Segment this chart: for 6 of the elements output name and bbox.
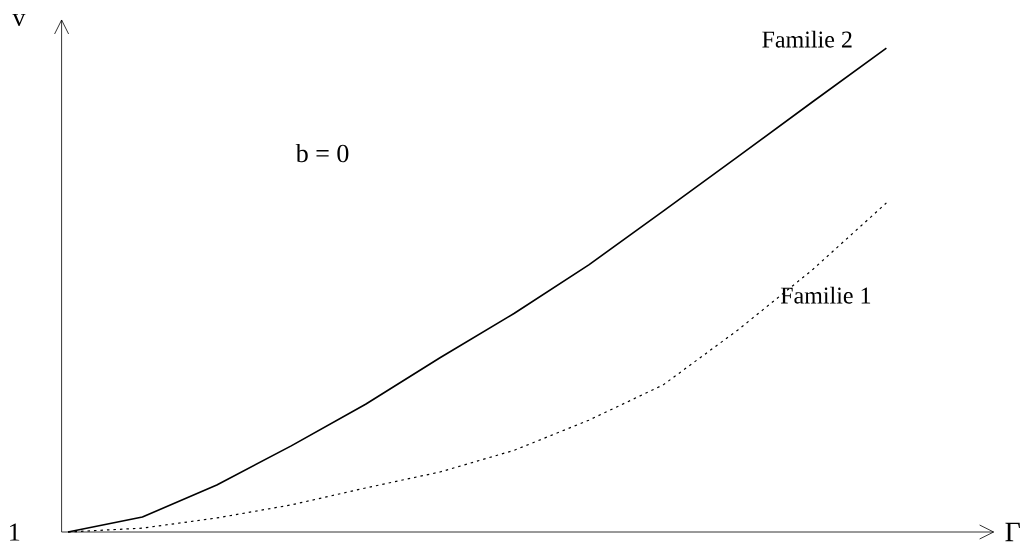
series-label: Familie 2 — [762, 30, 852, 48]
x-axis-title: Γ — [1005, 522, 1020, 542]
y-axis-title: v — [12, 13, 26, 27]
text: 1 — [10, 523, 20, 541]
annotation: b = 0 — [295, 143, 349, 163]
series-label: Familie 1 — [780, 286, 871, 304]
